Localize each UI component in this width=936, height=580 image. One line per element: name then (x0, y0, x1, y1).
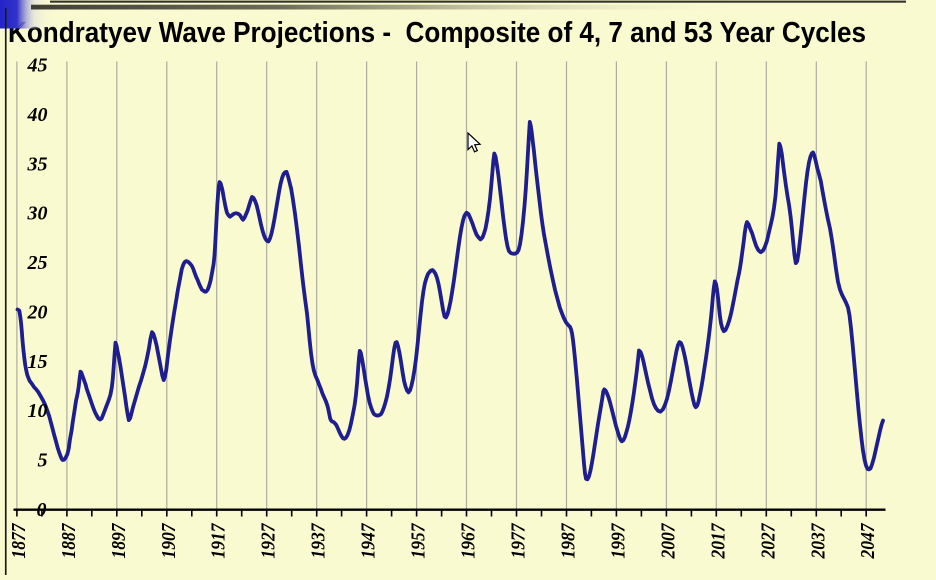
svg-text:2017: 2017 (707, 523, 729, 560)
svg-text:1977: 1977 (508, 523, 530, 559)
svg-text:0: 0 (37, 499, 47, 521)
svg-text:2007: 2007 (657, 523, 679, 560)
svg-text:30: 30 (27, 203, 48, 225)
svg-text:2047: 2047 (857, 523, 879, 560)
svg-text:1897: 1897 (108, 523, 130, 559)
svg-text:1917: 1917 (208, 523, 230, 559)
svg-text:1927: 1927 (258, 523, 280, 559)
svg-text:1967: 1967 (458, 523, 480, 559)
svg-text:25: 25 (27, 252, 48, 274)
svg-text:1877: 1877 (8, 523, 30, 559)
svg-text:1937: 1937 (308, 523, 330, 559)
svg-text:1887: 1887 (58, 523, 80, 559)
svg-text:40: 40 (27, 104, 48, 126)
svg-text:45: 45 (27, 55, 48, 77)
svg-text:15: 15 (28, 351, 48, 373)
svg-text:Kondratyev Wave Projections -: Kondratyev Wave Projections - Composite … (8, 17, 866, 49)
svg-text:20: 20 (27, 302, 48, 324)
svg-text:1957: 1957 (408, 523, 430, 559)
svg-text:10: 10 (28, 400, 48, 422)
svg-text:1987: 1987 (558, 523, 580, 559)
svg-text:1997: 1997 (607, 523, 629, 559)
svg-text:2027: 2027 (757, 523, 779, 560)
svg-text:35: 35 (27, 153, 48, 175)
svg-text:5: 5 (38, 450, 48, 472)
svg-text:1907: 1907 (158, 523, 180, 559)
svg-text:1947: 1947 (358, 523, 380, 559)
svg-text:2037: 2037 (807, 523, 829, 560)
